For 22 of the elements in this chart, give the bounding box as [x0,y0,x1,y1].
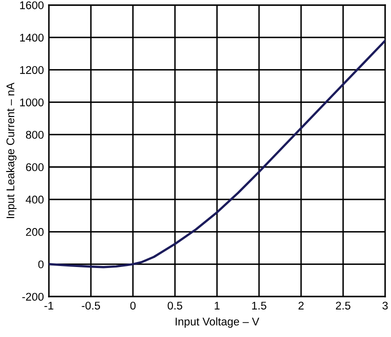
y-tick-label: 400 [26,196,44,204]
y-tick-label: 1600 [20,1,44,10]
y-tick-label: 200 [26,228,44,236]
x-axis-title: Input Voltage – V [176,317,260,328]
y-tick-label: 0 [38,260,44,268]
y-tick-label: 1400 [20,34,44,42]
x-tick-label: 2.5 [336,302,350,310]
y-tick-label: 800 [26,130,44,139]
x-tick-label: 1 [214,302,220,310]
y-tick-label: 600 [26,163,44,172]
x-tick-label: 0.5 [168,302,182,310]
y-tick-label: 1200 [20,66,44,74]
x-tick-label: -1 [44,302,54,310]
y-tick-label: 1000 [20,98,44,106]
y-tick-label: -200 [22,292,44,301]
x-tick-label: 1.5 [252,302,266,310]
x-tick-label: 3 [382,302,388,310]
x-tick-label: 0 [130,302,136,310]
line-series [48,40,386,268]
y-axis-title: Input Leakage Current – nA [6,82,17,218]
x-tick-label: -0.5 [82,302,100,310]
x-tick-label: 2 [298,302,304,310]
